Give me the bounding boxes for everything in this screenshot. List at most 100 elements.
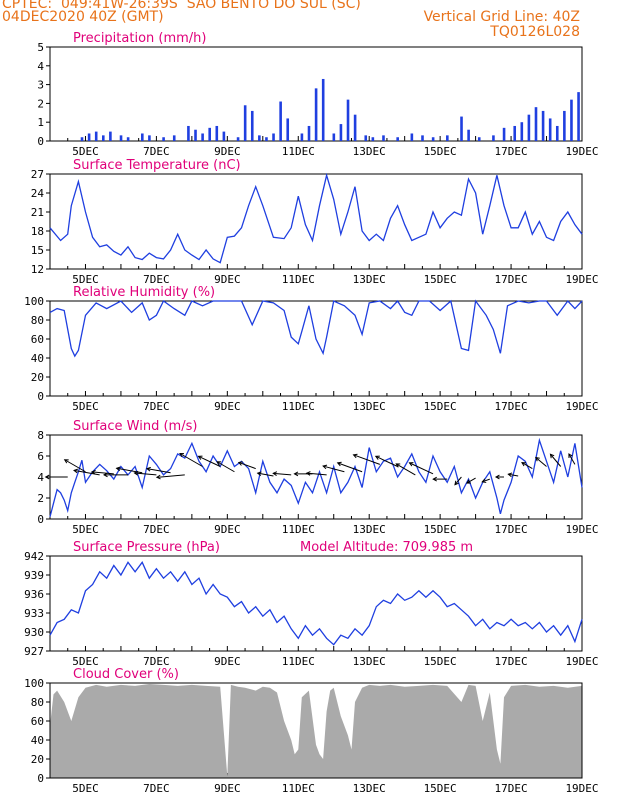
x-tick-label: 13DEC [353,273,386,286]
wind-arrow-head [293,471,299,477]
wind-arrow-head [408,462,414,467]
x-tick-label: 17DEC [495,782,528,795]
wind-arrow-head [73,468,78,474]
precip-bar [371,137,375,141]
y-tick-label: 8 [37,429,44,442]
y-tick-label: 927 [24,645,44,658]
header-station: CPTEC: 049:41W-26:39S SAO BENTO DO SUL (… [2,0,361,12]
precip-bar [109,131,112,141]
precip-bar [201,133,204,141]
precip-bar [279,101,282,141]
wind-arrow-head [256,471,262,477]
x-tick-label: 7DEC [143,655,170,668]
x-tick-label: 19DEC [565,400,598,413]
x-tick-label: 13DEC [353,523,386,536]
y-tick-label: 20 [31,371,44,384]
x-tick-label: 19DEC [565,655,598,668]
y-tick-label: 930 [24,626,44,639]
wind-arrow [508,473,519,477]
wind-arrow-head [395,463,401,468]
precip-bar [258,135,261,141]
precip-bar [215,125,219,141]
y-tick-label: 0 [37,513,44,526]
precip-bar [243,105,247,141]
precip-bar [492,135,495,141]
y-tick-label: 15 [31,244,44,257]
precip-bar [364,135,368,141]
y-tick-label: 40 [31,352,44,365]
wind-arrow [396,463,416,476]
precip-bar [460,116,463,141]
x-tick-label: 11DEC [282,273,315,286]
precip-bar [382,135,385,141]
panel-title: Surface Wind (m/s) [73,419,197,434]
precip-bar [353,114,357,141]
y-tick-label: 5 [37,41,44,54]
x-tick-label: 7DEC [143,782,170,795]
x-tick-label: 7DEC [143,523,170,536]
y-tick-label: 18 [31,225,44,238]
panel-title: Relative Humidity (%) [73,285,215,300]
panel-title: Cloud Cover (%) [73,667,179,682]
x-tick-label: 9DEC [214,782,241,795]
panel-title: Surface Pressure (hPa) [73,540,220,555]
wind-arrow [409,462,434,475]
x-tick-label: 5DEC [72,400,99,413]
precip-bar [148,135,151,141]
panel-frame [49,300,583,397]
wind-arrow-head [507,472,513,478]
y-tick-label: 0 [37,135,44,148]
x-tick-label: 15DEC [424,523,457,536]
series-line [49,437,583,518]
wind-arrow-head [352,453,358,459]
x-tick-label: 19DEC [565,523,598,536]
y-tick-label: 939 [24,569,44,582]
precip-bar [332,133,336,141]
y-tick-label: 60 [31,715,44,728]
y-tick-label: 0 [37,390,44,403]
x-tick-label: 5DEC [72,655,99,668]
y-tick-label: 6 [37,450,44,463]
wind-arrow-head [237,461,243,466]
y-tick-label: 100 [24,295,44,308]
x-tick-label: 11DEC [282,145,315,158]
precip-bar [577,92,580,141]
precip-bar [446,135,449,141]
precip-bar [563,110,566,141]
precip-bar [187,125,190,141]
precip-bar [236,137,240,141]
wind-arrow-head [216,461,222,466]
precip-bar [80,137,84,141]
wind-arrow-head [549,453,555,459]
wind-arrow-head [374,455,380,460]
y-tick-label: 2 [37,492,44,505]
y-tick-label: 1 [37,116,44,129]
x-tick-label: 15DEC [424,273,457,286]
y-tick-label: 4 [37,471,44,484]
x-tick-label: 19DEC [565,145,598,158]
wind-arrow-head [454,480,459,486]
precip-bar [119,135,123,141]
wind-arrow-head [63,459,69,464]
precip-bar [250,110,254,141]
precip-bar [520,122,524,141]
wind-arrow-head [102,472,108,478]
x-tick-label: 19DEC [565,782,598,795]
x-tick-label: 17DEC [495,145,528,158]
x-tick-label: 9DEC [214,655,241,668]
series-line [49,299,583,358]
precip-bar [272,133,275,141]
wind-arrow-head [535,456,540,462]
wind-arrow-head [494,474,500,480]
panel-frame [49,555,583,652]
x-tick-label: 13DEC [353,400,386,413]
wind-arrow [73,469,100,476]
x-tick-label: 11DEC [282,782,315,795]
wind-arrow-head [336,461,342,467]
wind-arrow [156,474,185,478]
wind-arrow-head [481,478,487,483]
x-tick-label: 9DEC [214,273,241,286]
x-tick-label: 11DEC [282,400,315,413]
panel-frame [49,682,583,779]
y-tick-label: 27 [31,168,44,181]
